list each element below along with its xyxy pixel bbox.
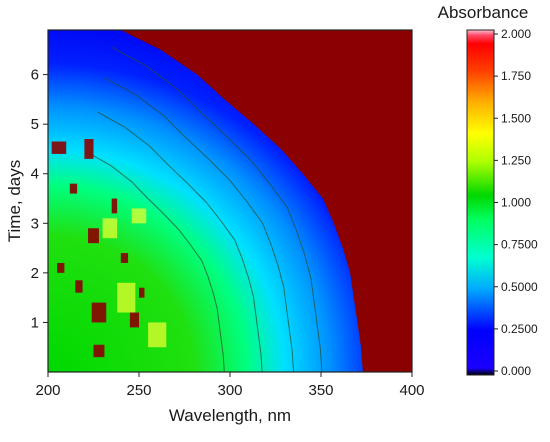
colorbar-tick-label: 0.000	[501, 364, 531, 378]
saturated-spot	[129, 312, 139, 328]
y-tick-label: 1	[31, 314, 39, 331]
saturated-spot	[93, 344, 105, 358]
saturated-spot	[51, 141, 67, 154]
high-absorbance-patch	[102, 218, 118, 239]
colorbar: 0.000 0.2500 0.5000 0.7500 1.000 1.250 1.500 1.…	[466, 27, 538, 378]
x-axis-label: Wavelength, nm	[169, 406, 291, 425]
y-axis: 1 2 3 4 5 6	[31, 67, 48, 331]
colorbar-tick-label: 0.5000	[501, 280, 538, 294]
saturated-spot	[139, 287, 145, 298]
colorbar-tick-label: 1.500	[501, 111, 531, 125]
x-tick-label: 300	[217, 382, 242, 399]
colorbar-tick-label: 1.250	[501, 153, 531, 167]
high-absorbance-patch	[131, 208, 147, 224]
colorbar-swatch	[466, 29, 495, 376]
colorbar-tick-label: 0.7500	[501, 238, 538, 252]
y-tick-label: 3	[31, 215, 39, 232]
plot-area	[48, 30, 412, 372]
saturated-spot	[84, 139, 94, 159]
colorbar-title: Absorbance	[438, 3, 529, 22]
y-tick-label: 4	[31, 166, 39, 183]
contour-line	[111, 46, 323, 372]
saturated-spot	[57, 262, 65, 273]
saturated-spot	[120, 253, 129, 263]
colorbar-tick-label: 1.750	[501, 69, 531, 83]
colorbar-tick-label: 1.000	[501, 196, 531, 210]
y-tick-label: 6	[31, 67, 39, 84]
colorbar-tick-label: 2.000	[501, 27, 531, 41]
x-tick-label: 250	[126, 382, 151, 399]
y-axis-label: Time, days	[5, 160, 24, 243]
x-axis: 200 250 300 350 400	[35, 372, 425, 399]
x-tick-label: 200	[35, 382, 60, 399]
contour-line	[97, 111, 263, 372]
y-tick-label: 2	[31, 265, 39, 282]
saturated-spot	[91, 302, 107, 323]
x-tick-label: 350	[308, 382, 333, 399]
saturated-spot	[75, 280, 83, 293]
saturated-spot	[88, 228, 99, 244]
saturated-region	[120, 30, 412, 372]
saturated-spot	[111, 198, 118, 214]
saturated-spot	[69, 183, 78, 194]
colorbar-tick-label: 0.2500	[501, 322, 538, 336]
x-tick-label: 400	[399, 382, 424, 399]
high-absorbance-patch	[117, 282, 136, 313]
contour-line	[104, 77, 295, 372]
contour-line	[88, 152, 225, 372]
high-absorbance-patch	[148, 322, 167, 348]
y-tick-label: 5	[31, 116, 39, 133]
